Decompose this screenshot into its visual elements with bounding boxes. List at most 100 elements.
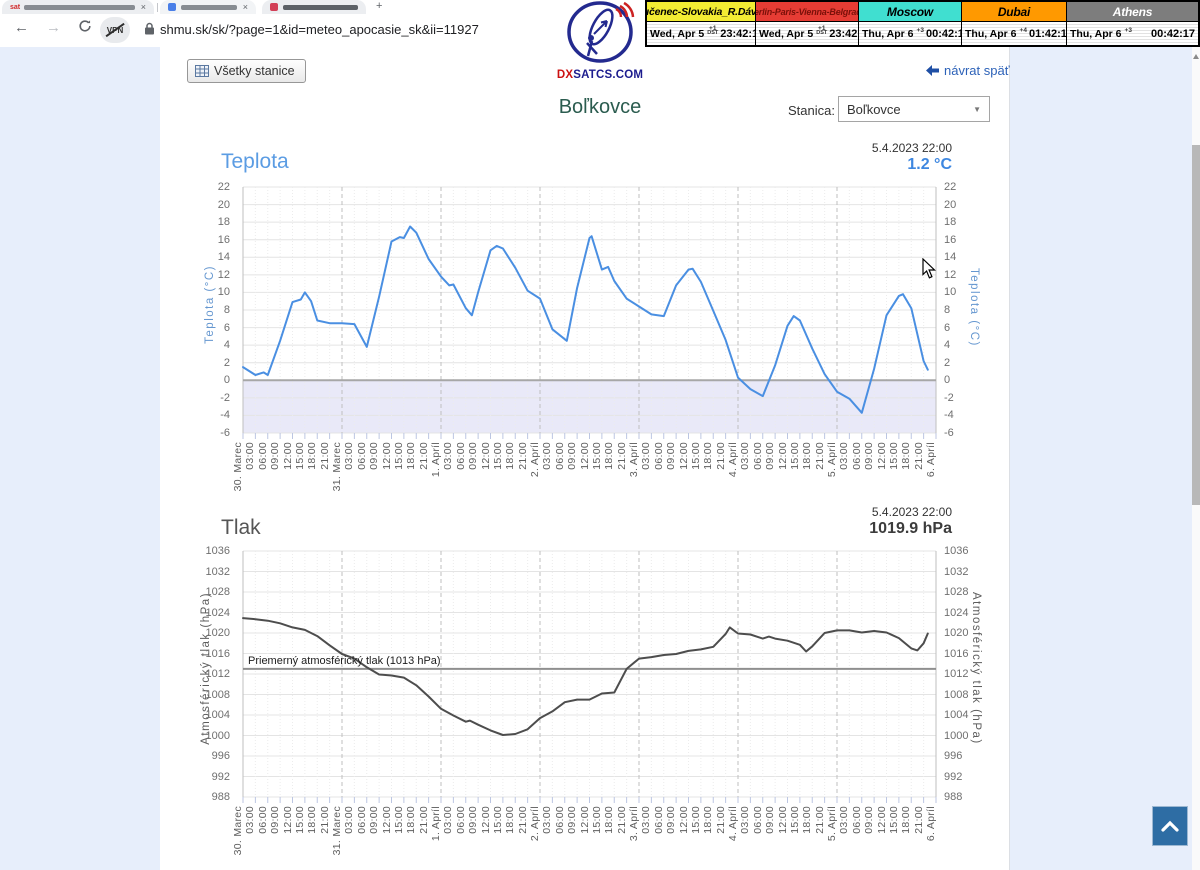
mouse-cursor [922,258,936,279]
new-tab-button[interactable]: + [376,0,383,12]
x-axis-label: 12:00 [677,806,690,834]
tab-1-close-icon[interactable]: × [140,2,146,12]
x-axis-label: 06:00 [454,442,467,470]
x-axis-label: 09:00 [566,442,579,470]
tab-2-title [181,4,237,10]
pressure-current-value: 1019.9 hPa [869,520,952,537]
tab-1-title [24,4,135,10]
x-axis-label: 03:00 [343,806,356,834]
y-axis-label-right: 1028 [944,586,969,598]
x-axis-label: 06:00 [256,442,269,470]
clock-city-name: Moscow [859,2,961,22]
y-axis-label-right: 6 [944,321,951,334]
x-axis-label: 12:00 [776,806,789,834]
x-axis-label: 18:00 [900,806,913,834]
x-axis-label: 12:00 [380,806,393,834]
dxsatcs-logo: DXSATCS.COM [556,0,644,88]
utc-offset: +1 DST [816,24,828,36]
x-axis-label: 18:00 [900,442,913,470]
y-axis-label-left: 1012 [205,668,230,680]
utc-offset: +1 DST [707,24,719,36]
x-axis-label: 15:00 [788,442,801,470]
x-axis-label: 15:00 [887,806,900,834]
x-axis-label: 12:00 [479,806,492,834]
tab-2-close-icon[interactable]: × [242,2,248,12]
pressure-timestamp: 5.4.2023 22:00 [871,505,952,519]
clock-city-name: Athens [1067,2,1198,22]
vpn-extension-icon[interactable]: VPN [100,17,130,43]
x-axis-label: 09:00 [269,806,282,834]
forward-icon[interactable]: → [46,19,61,36]
x-axis-label: 09:00 [467,442,480,470]
x-axis-label: 09:00 [467,806,480,834]
x-axis-label: 12:00 [875,442,888,470]
y-axis-label-left: 1032 [205,565,230,578]
y-axis-label-right: 8 [944,304,951,316]
y-axis-label-right: 1000 [944,729,969,742]
x-axis-label: 03:00 [442,806,455,834]
x-axis-label: 21:00 [714,442,727,470]
x-axis-label: 18:00 [801,442,814,470]
x-axis-label: 30. Marec [232,442,244,492]
x-axis-label: 06:00 [355,806,368,834]
x-axis-label: 21:00 [318,806,331,834]
station-select[interactable]: Boľkovce ▼ [838,96,990,122]
tab-2-favicon [168,3,176,11]
x-axis-label: 09:00 [269,442,282,470]
all-stations-label: Všetky stanice [214,64,295,78]
x-axis-label: 18:00 [603,806,616,834]
temperature-current-value: 1.2 °C [907,156,952,173]
y-axis-label-right: 1024 [944,606,969,619]
all-stations-button[interactable]: Všetky stanice [187,59,306,83]
scrollbar-up-icon[interactable] [1193,54,1199,59]
y-axis-label-right: -2 [944,391,954,404]
x-axis-label: 09:00 [863,442,876,470]
scroll-to-top-button[interactable] [1152,806,1188,846]
x-axis-label: 06:00 [751,442,764,470]
y-axis-label-left: 14 [217,251,230,264]
x-axis-label: 03:00 [343,442,356,470]
browser-tab-3[interactable] [262,0,366,14]
browser-tab-2[interactable]: × [160,0,256,14]
y-axis-label-left: 4 [223,339,230,352]
x-axis-label: 18:00 [405,442,418,470]
y-axis-label-left: 996 [211,750,230,762]
scrollbar-thumb[interactable] [1192,145,1200,505]
back-to-list-link[interactable]: návrat späť [926,63,1010,78]
clock-time-row: Wed, Apr 5 +1 DST 23:42:17 [756,22,873,45]
x-axis-label: 12:00 [578,806,591,834]
y-axis-label-right: 12 [944,268,957,281]
browser-tab-1[interactable]: sat × [2,0,154,14]
back-link-label: návrat späť [944,63,1010,78]
utc-offset: +3 [916,27,924,34]
x-axis-label: 15:00 [887,442,900,470]
y-axis-label-left: 992 [211,770,230,783]
x-axis-label: 03:00 [838,442,851,470]
y-axis-label-left: 1028 [205,586,230,598]
temperature-chart-title: Teplota [221,150,289,173]
x-axis-label: 15:00 [491,442,504,470]
x-axis-label: 21:00 [813,442,826,470]
y-axis-label-right: 1032 [944,565,969,578]
clock-berlin: Berlin-Paris-Vienna-Belgrade Wed, Apr 5 … [755,2,873,45]
y-axis-label-right: 1020 [944,627,969,639]
y-axis-label-right: 14 [944,251,957,264]
y-axis-label-right: 0 [944,374,951,387]
reload-icon[interactable] [78,19,92,37]
page-right-margin [1010,47,1192,870]
y-axis-label-left: 1036 [205,545,230,557]
address-bar-url[interactable]: shmu.sk/sk/?page=1&id=meteo_apocasie_sk&… [160,22,479,37]
x-axis-label: 09:00 [368,442,381,470]
x-axis-label: 6. Apríl [925,806,937,842]
x-axis-label: 06:00 [751,806,764,834]
x-axis-label: 03:00 [244,442,257,470]
tab-3-favicon [270,3,278,11]
x-axis-label: 21:00 [417,442,430,470]
back-icon[interactable]: ← [14,19,29,36]
y-axis-label-left: 22 [217,181,230,193]
clock-time-row: Thu, Apr 6 +3 00:42:17 [1067,22,1198,45]
y-axis-label-left: -6 [220,427,230,439]
tab-1-favicon: sat [10,3,21,11]
station-select-label: Stanica: [788,103,835,118]
x-axis-label: 12:00 [578,442,591,470]
